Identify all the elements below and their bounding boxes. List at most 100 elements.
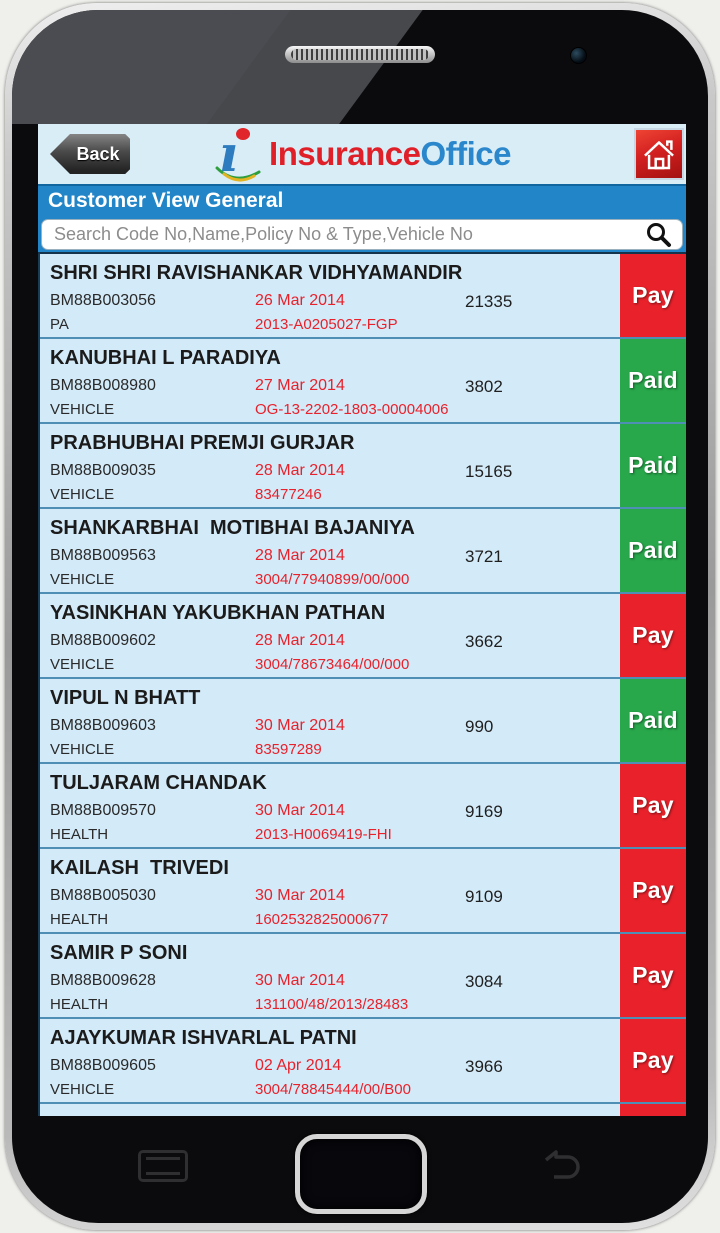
premium-amount: 9169 bbox=[465, 802, 503, 821]
pay-status-button[interactable]: Paid bbox=[620, 424, 686, 507]
customer-code: BM88B008980 bbox=[50, 377, 156, 394]
premium-amount: 3084 bbox=[465, 972, 503, 991]
pay-status-button[interactable]: Pay bbox=[620, 1019, 686, 1102]
policy-number: 3004/77940899/00/000 bbox=[255, 571, 410, 588]
customer-name: VIPUL N BHATT bbox=[50, 687, 201, 709]
customer-code: BM88B009605 bbox=[50, 1057, 156, 1074]
logo-i-icon: ı bbox=[215, 126, 261, 182]
search-input[interactable] bbox=[42, 224, 645, 245]
customer-row[interactable]: SHRI SHRI RAVISHANKAR VIDHYAMANDIR BM88B… bbox=[40, 254, 686, 339]
policy-type: VEHICLE bbox=[50, 656, 115, 673]
phone-bezel: Back ı InsuranceOffice bbox=[12, 10, 708, 1223]
home-button[interactable] bbox=[634, 128, 684, 180]
pay-status-button[interactable]: Pay bbox=[620, 764, 686, 847]
premium-amount: 990 bbox=[465, 717, 494, 736]
policy-number: OG-13-2202-1803-00004006 bbox=[255, 401, 449, 418]
policy-number: 83477246 bbox=[255, 486, 322, 503]
premium-amount: 3966 bbox=[465, 1057, 503, 1076]
policy-type: HEALTH bbox=[50, 996, 109, 1013]
customer-row[interactable]: KAILASH TRIVEDI BM88B005030 30 Mar 2014 … bbox=[40, 849, 686, 934]
back-button[interactable]: Back bbox=[50, 134, 130, 174]
phone-frame: Back ı InsuranceOffice bbox=[5, 3, 715, 1230]
speaker-grille-icon bbox=[285, 46, 435, 63]
policy-type: VEHICLE bbox=[50, 571, 115, 588]
search-bar bbox=[38, 217, 686, 254]
policy-type: HEALTH bbox=[50, 911, 109, 928]
premium-amount: 3802 bbox=[465, 377, 503, 396]
due-date: 30 Mar 2014 bbox=[255, 717, 345, 734]
premium-amount: 9109 bbox=[465, 887, 503, 906]
policy-type: VEHICLE bbox=[50, 741, 115, 758]
customer-name: YASINKHAN YAKUBKHAN PATHAN bbox=[50, 602, 386, 624]
brand-word-office: Office bbox=[420, 135, 511, 172]
premium-amount: 21335 bbox=[465, 292, 513, 311]
customer-name: AJAYKUMAR ISHVARLAL PATNI bbox=[50, 1027, 357, 1049]
policy-type: HEALTH bbox=[50, 826, 109, 843]
customer-row[interactable]: AJAYKUMAR ISHVARLAL PATNI BM88B009605 02… bbox=[40, 1019, 686, 1104]
pay-status-button[interactable]: Pay bbox=[620, 254, 686, 337]
customer-row[interactable]: SHANKARBHAI MOTIBHAI BAJANIYA BM88B00956… bbox=[40, 509, 686, 594]
customer-name: SHRI SHRI RAVISHANKAR VIDHYAMANDIR bbox=[50, 262, 463, 284]
page-title: Customer View General bbox=[38, 184, 686, 217]
customer-name: SAMIR P SONI bbox=[50, 942, 188, 964]
customer-code: BM88B005030 bbox=[50, 887, 156, 904]
back-key-icon[interactable] bbox=[538, 1148, 588, 1184]
customer-code: BM88B009628 bbox=[50, 972, 156, 989]
front-camera-icon bbox=[570, 47, 587, 64]
due-date: 30 Mar 2014 bbox=[255, 802, 345, 819]
customer-row[interactable]: VIPUL N BHATT BM88B009603 30 Mar 2014 99… bbox=[40, 679, 686, 764]
customer-name: TULJARAM CHANDAK bbox=[50, 772, 267, 794]
pay-status-button[interactable]: Paid bbox=[620, 339, 686, 422]
customer-list: SHRI SHRI RAVISHANKAR VIDHYAMANDIR BM88B… bbox=[38, 254, 686, 1116]
customer-code: BM88B009035 bbox=[50, 462, 156, 479]
partial-row bbox=[40, 1104, 686, 1116]
search-icon[interactable] bbox=[645, 221, 672, 248]
customer-row[interactable]: KANUBHAI L PARADIYA BM88B008980 27 Mar 2… bbox=[40, 339, 686, 424]
policy-type: VEHICLE bbox=[50, 486, 115, 503]
policy-type: VEHICLE bbox=[50, 1081, 115, 1098]
policy-number: 1602532825000677 bbox=[255, 911, 389, 928]
customer-row[interactable]: SAMIR P SONI BM88B009628 30 Mar 2014 308… bbox=[40, 934, 686, 1019]
due-date: 28 Mar 2014 bbox=[255, 547, 345, 564]
due-date: 30 Mar 2014 bbox=[255, 972, 345, 989]
customer-name: KAILASH TRIVEDI bbox=[50, 857, 229, 879]
hardware-home-button[interactable] bbox=[295, 1134, 427, 1214]
policy-number: 3004/78673464/00/000 bbox=[255, 656, 410, 673]
policy-number: 2013-H0069419-FHI bbox=[255, 826, 392, 843]
brand-title: InsuranceOffice bbox=[269, 135, 511, 173]
due-date: 28 Mar 2014 bbox=[255, 462, 345, 479]
customer-name: PRABHUBHAI PREMJI GURJAR bbox=[50, 432, 355, 454]
due-date: 02 Apr 2014 bbox=[255, 1057, 342, 1074]
svg-text:ı: ı bbox=[219, 126, 238, 182]
app-header: Back ı InsuranceOffice bbox=[38, 124, 686, 184]
policy-number: 2013-A0205027-FGP bbox=[255, 316, 398, 333]
menu-key-icon[interactable] bbox=[138, 1150, 188, 1182]
home-icon bbox=[644, 140, 674, 170]
customer-row[interactable]: PRABHUBHAI PREMJI GURJAR BM88B009035 28 … bbox=[40, 424, 686, 509]
pay-status-button[interactable]: Pay bbox=[620, 594, 686, 677]
pay-status-button[interactable]: Pay bbox=[620, 849, 686, 932]
policy-number: 131100/48/2013/28483 bbox=[255, 996, 409, 1013]
due-date: 26 Mar 2014 bbox=[255, 292, 345, 309]
due-date: 28 Mar 2014 bbox=[255, 632, 345, 649]
customer-row[interactable]: YASINKHAN YAKUBKHAN PATHAN BM88B009602 2… bbox=[40, 594, 686, 679]
pay-status-button[interactable]: Pay bbox=[620, 934, 686, 1017]
premium-amount: 3662 bbox=[465, 632, 503, 651]
due-date: 30 Mar 2014 bbox=[255, 887, 345, 904]
app-logo: ı InsuranceOffice bbox=[213, 126, 511, 182]
customer-code: BM88B009602 bbox=[50, 632, 156, 649]
brand-word-insurance: Insurance bbox=[269, 135, 421, 172]
policy-number: 3004/78845444/00/B00 bbox=[255, 1081, 411, 1098]
app-screen: Back ı InsuranceOffice bbox=[38, 124, 686, 1116]
customer-code: BM88B003056 bbox=[50, 292, 156, 309]
pay-status-button[interactable]: Paid bbox=[620, 509, 686, 592]
customer-name: KANUBHAI L PARADIYA bbox=[50, 347, 281, 369]
policy-type: VEHICLE bbox=[50, 401, 115, 418]
pay-status-button[interactable]: Paid bbox=[620, 679, 686, 762]
premium-amount: 15165 bbox=[465, 462, 513, 481]
policy-number: 83597289 bbox=[255, 741, 322, 758]
premium-amount: 3721 bbox=[465, 547, 503, 566]
due-date: 27 Mar 2014 bbox=[255, 377, 345, 394]
customer-row[interactable]: TULJARAM CHANDAK BM88B009570 30 Mar 2014… bbox=[40, 764, 686, 849]
customer-code: BM88B009603 bbox=[50, 717, 156, 734]
